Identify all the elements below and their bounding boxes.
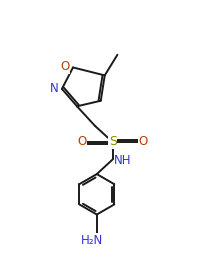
Text: H₂N: H₂N (81, 234, 103, 247)
Text: O: O (61, 60, 70, 73)
Text: N: N (50, 82, 59, 95)
Text: S: S (109, 135, 117, 148)
Text: O: O (78, 135, 87, 148)
Text: NH: NH (114, 154, 132, 167)
Text: O: O (139, 135, 148, 148)
